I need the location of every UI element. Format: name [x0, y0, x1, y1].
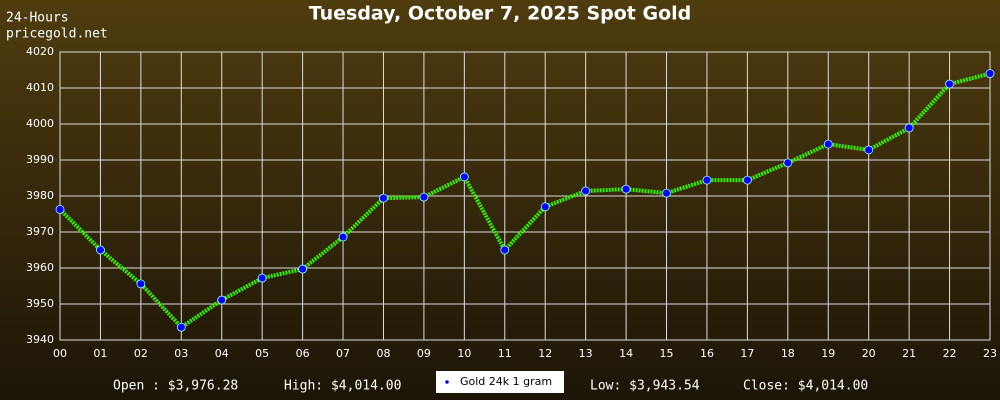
legend-box — [436, 371, 564, 393]
data-point — [298, 264, 308, 274]
data-point — [338, 232, 348, 242]
data-point — [136, 279, 146, 289]
x-tick-label: 02 — [134, 347, 148, 360]
stat-close: Close: $4,014.00 — [743, 379, 868, 394]
data-point — [945, 79, 954, 89]
subtitle: pricegold.net — [6, 27, 108, 42]
y-tick-label: 4000 — [26, 117, 54, 130]
x-tick-label: 22 — [943, 347, 957, 360]
data-point — [96, 245, 105, 255]
x-tick-label: 09 — [417, 347, 431, 360]
chart-title: Tuesday, October 7, 2025 Spot Gold — [309, 3, 692, 25]
data-point — [500, 245, 510, 255]
x-tick-label: 15 — [660, 347, 674, 360]
stat-low: Low: $3,943.54 — [590, 379, 700, 394]
x-tick-label: 17 — [740, 347, 754, 360]
x-tick-label: 03 — [174, 347, 188, 360]
x-tick-label: 20 — [862, 347, 876, 360]
x-tick-label: 07 — [336, 347, 350, 360]
data-point — [379, 193, 388, 203]
y-tick-label: 3980 — [26, 189, 54, 202]
data-point — [783, 158, 793, 168]
y-tick-label: 3970 — [26, 225, 54, 238]
data-point — [742, 175, 752, 185]
legend-label: Gold 24k 1 gram — [460, 375, 552, 388]
data-point — [823, 139, 833, 149]
data-point — [459, 172, 469, 182]
data-point — [419, 192, 429, 202]
stat-open: Open : $3,976.28 — [113, 379, 238, 394]
data-point — [176, 322, 186, 332]
data-point — [662, 188, 671, 198]
data-point — [540, 202, 550, 212]
x-tick-label: 18 — [781, 347, 795, 360]
x-tick-label: 05 — [255, 347, 269, 360]
x-tick-label: 12 — [538, 347, 552, 360]
x-tick-label: 06 — [296, 347, 310, 360]
y-tick-label: 3950 — [26, 297, 54, 310]
data-point — [621, 184, 631, 194]
y-tick-label: 3940 — [26, 333, 54, 346]
x-tick-label: 19 — [821, 347, 835, 360]
x-tick-label: 23 — [983, 347, 997, 360]
y-tick-label: 3990 — [26, 153, 54, 166]
data-point — [581, 186, 591, 196]
y-tick-label: 4010 — [26, 81, 54, 94]
x-tick-label: 21 — [902, 347, 916, 360]
y-tick-label: 4020 — [26, 45, 54, 58]
x-tick-label: 08 — [376, 347, 390, 360]
data-point — [904, 123, 914, 133]
x-tick-label: 13 — [579, 347, 593, 360]
x-tick-label: 14 — [619, 347, 633, 360]
x-tick-label: 04 — [215, 347, 229, 360]
stat-high: High: $4,014.00 — [284, 379, 401, 394]
data-point — [702, 175, 712, 185]
data-point — [217, 295, 227, 305]
x-tick-label: 01 — [93, 347, 107, 360]
subtitle: 24-Hours — [6, 11, 69, 26]
x-tick-label: 16 — [700, 347, 714, 360]
data-point — [985, 69, 995, 78]
data-point — [55, 204, 65, 214]
x-tick-label: 10 — [457, 347, 471, 360]
data-point — [257, 273, 267, 283]
x-tick-label: 00 — [53, 347, 67, 360]
legend-marker — [445, 380, 449, 384]
y-tick-label: 3960 — [26, 261, 54, 274]
data-point — [864, 145, 874, 155]
x-tick-label: 11 — [498, 347, 512, 360]
